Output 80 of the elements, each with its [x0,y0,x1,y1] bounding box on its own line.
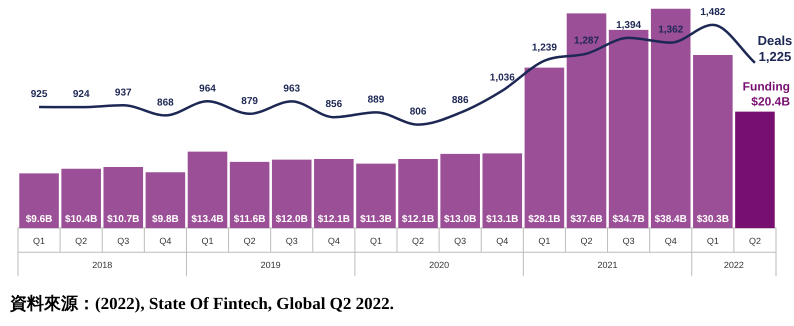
data-label: 806 [410,106,427,118]
data-label: $9.6B [26,214,52,226]
data-label: 924 [72,89,90,100]
bar [482,153,522,228]
data-label: $11.6B [234,214,266,226]
data-label: $10.7B [107,214,140,226]
x-tick-label: Q1 [201,236,214,246]
data-label: $12.1B [318,214,350,226]
source-note: 資料來源：(2022), State Of Fintech, Global Q2 2022. [10,293,394,315]
x-tick-label: Q1 [538,236,550,246]
x-tick-label: Q2 [748,236,761,246]
data-label: 879 [241,96,258,107]
bar [608,30,648,228]
data-label: 1,287 [574,36,600,47]
data-label: $13.1B [486,214,518,226]
x-tick-label: Q4 [328,236,340,246]
data-label: $12.0B [276,214,308,226]
data-label: $20.4B [751,94,790,109]
text: 2021 [598,260,618,270]
bar [230,162,270,228]
bar [524,68,564,228]
data-label: 889 [368,94,385,106]
data-label: 963 [283,83,300,94]
text: 2020 [429,260,450,270]
bar [146,172,186,228]
bar [566,13,606,228]
data-label: 1,362 [658,24,684,36]
data-label: $10.4B [65,214,98,226]
x-tick-label: Q3 [117,236,130,246]
data-label: $12.1B [402,214,434,226]
bar [650,8,691,228]
x-tick-label: Q2 [244,236,256,246]
bar [103,167,144,228]
bar [61,168,101,228]
series-label: Funding [742,80,790,94]
x-tick-label: Q4 [496,236,508,246]
data-label: 886 [452,94,469,106]
x-tick-label: Q3 [622,236,635,246]
data-label: $34.7B [612,214,645,226]
x-tick-label: Q1 [370,236,382,246]
bar [440,154,480,228]
x-tick-label: Q2 [580,236,593,246]
data-label: $11.3B [360,214,392,226]
data-label: $28.1B [528,214,561,226]
data-label: $37.6B [570,214,603,226]
x-tick-label: Q2 [412,236,424,246]
data-label: $9.8B [152,214,179,226]
bar [188,152,228,228]
bar [314,159,354,228]
data-label: 1,482 [700,6,726,18]
x-tick-label: Q4 [664,236,677,246]
x-tick-label: Q4 [159,236,172,246]
data-label: $30.3B [696,214,729,226]
bar [19,173,59,228]
data-label: 1,036 [490,72,516,84]
bar [735,112,775,228]
bar [272,160,312,228]
data-label: 964 [199,83,216,94]
data-label: 868 [157,97,174,108]
x-tick-label: Q3 [286,236,298,246]
text: 2018 [92,260,112,270]
x-tick-label: Q1 [706,236,719,246]
data-label: $38.4B [654,214,687,226]
data-label: $13.0B [444,214,476,226]
bar [356,164,396,228]
data-label: 1,394 [616,20,642,31]
bar [398,159,438,228]
data-label: $13.4B [191,214,224,226]
data-label: 937 [114,87,132,98]
x-tick-label: Q3 [454,236,466,246]
data-label: 1,225 [758,48,792,64]
text: 2019 [260,260,281,270]
bar [693,55,733,228]
x-tick-label: Q2 [75,236,88,246]
data-label: 925 [30,89,48,100]
data-label: 856 [325,99,343,110]
x-tick-label: Q1 [33,236,46,246]
data-label: 1,239 [532,42,558,54]
series-label: Deals [758,32,792,48]
text: 2022 [724,260,744,270]
